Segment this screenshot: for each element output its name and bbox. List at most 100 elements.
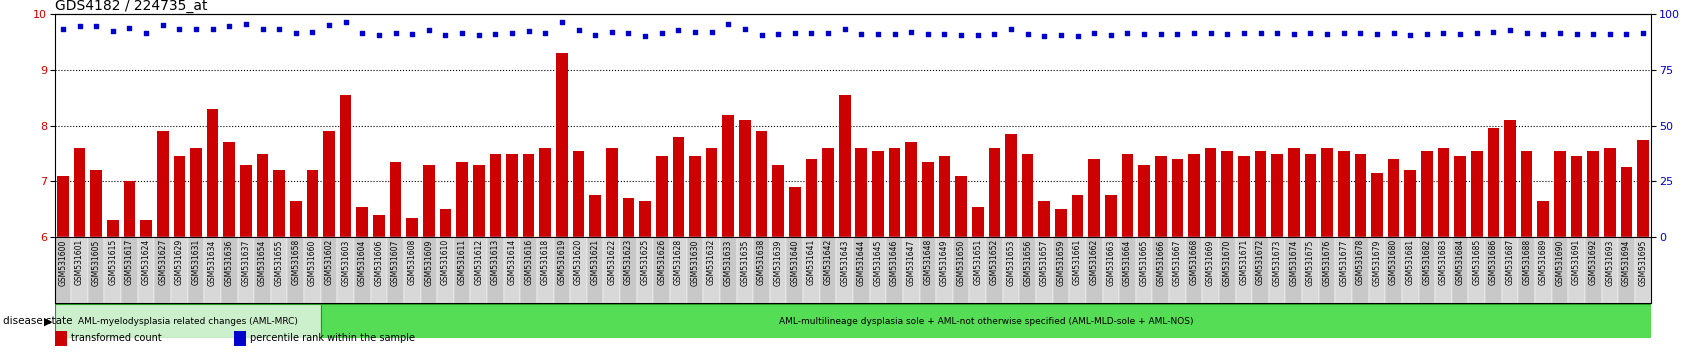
Bar — [1069, 237, 1084, 303]
Bar — [1402, 237, 1417, 303]
Bar — [321, 304, 1650, 338]
Point — [764, 32, 791, 37]
Bar — [472, 165, 484, 237]
Bar — [1154, 156, 1166, 237]
Text: GSM531660: GSM531660 — [307, 239, 317, 286]
Bar — [389, 162, 401, 237]
Bar — [321, 237, 338, 303]
Bar — [205, 237, 220, 303]
Bar — [1270, 154, 1282, 237]
Bar — [639, 201, 651, 237]
Point — [1197, 30, 1224, 36]
Bar — [1136, 237, 1151, 303]
Point — [498, 30, 525, 36]
Bar — [1384, 237, 1402, 303]
Bar — [140, 221, 152, 237]
Point — [747, 33, 774, 38]
Bar — [1637, 139, 1649, 237]
Bar — [1269, 237, 1284, 303]
Bar — [1021, 154, 1033, 237]
Text: GSM531690: GSM531690 — [1555, 239, 1563, 286]
Point — [864, 32, 892, 37]
Bar — [885, 237, 902, 303]
Point — [481, 32, 508, 37]
Point — [830, 26, 858, 32]
Bar — [1084, 237, 1101, 303]
Point — [148, 22, 176, 28]
Bar — [520, 237, 537, 303]
Text: GSM531602: GSM531602 — [324, 239, 334, 285]
Text: GSM531623: GSM531623 — [624, 239, 633, 285]
Text: GSM531640: GSM531640 — [789, 239, 800, 286]
Bar — [573, 151, 585, 237]
Point — [665, 27, 692, 33]
Text: ▶: ▶ — [44, 316, 53, 326]
Bar — [1204, 148, 1216, 237]
Point — [781, 30, 808, 36]
Point — [1345, 30, 1373, 36]
Bar — [805, 159, 817, 237]
Text: GSM531687: GSM531687 — [1504, 239, 1514, 285]
Bar — [1304, 154, 1316, 237]
Point — [697, 29, 725, 35]
Bar — [436, 237, 454, 303]
Bar — [72, 237, 89, 303]
Bar — [174, 156, 186, 237]
Text: GSM531651: GSM531651 — [972, 239, 982, 285]
Text: percentile rank within the sample: percentile rank within the sample — [251, 333, 416, 343]
Bar — [822, 148, 834, 237]
Bar — [356, 206, 368, 237]
Text: GSM531613: GSM531613 — [491, 239, 500, 285]
Bar — [1301, 237, 1318, 303]
Bar — [1470, 151, 1482, 237]
Text: GSM531677: GSM531677 — [1338, 239, 1347, 286]
Bar — [290, 201, 302, 237]
Point — [914, 32, 941, 37]
Text: GSM531641: GSM531641 — [806, 239, 815, 285]
Bar — [1185, 237, 1202, 303]
Bar — [1038, 201, 1050, 237]
Bar — [489, 154, 501, 237]
Bar — [1238, 156, 1250, 237]
Bar — [123, 181, 135, 237]
Text: GSM531614: GSM531614 — [506, 239, 517, 285]
Point — [1163, 32, 1190, 37]
Point — [1296, 30, 1323, 36]
Point — [266, 26, 293, 32]
Bar — [1004, 134, 1016, 237]
Point — [880, 32, 907, 37]
Point — [1146, 32, 1173, 37]
Point — [49, 26, 77, 32]
Bar — [1519, 151, 1531, 237]
Bar — [1504, 120, 1516, 237]
Bar — [1284, 237, 1301, 303]
Bar — [655, 156, 667, 237]
Point — [1096, 33, 1124, 38]
Bar — [1367, 237, 1384, 303]
Bar — [1217, 237, 1234, 303]
Bar — [220, 237, 237, 303]
Text: GSM531649: GSM531649 — [939, 239, 948, 286]
Text: GSM531657: GSM531657 — [1038, 239, 1049, 286]
Point — [980, 32, 1008, 37]
Text: GSM531619: GSM531619 — [558, 239, 566, 285]
Text: GSM531603: GSM531603 — [341, 239, 350, 286]
Bar — [55, 331, 66, 346]
Point — [232, 21, 259, 27]
Bar — [737, 237, 752, 303]
Bar — [506, 154, 518, 237]
Point — [332, 19, 360, 25]
Bar — [423, 165, 435, 237]
Bar — [1468, 237, 1483, 303]
Point — [1396, 33, 1424, 38]
Bar — [1417, 237, 1434, 303]
Bar — [936, 237, 951, 303]
Text: GSM531650: GSM531650 — [957, 239, 965, 286]
Point — [1545, 30, 1572, 36]
Point — [298, 29, 326, 35]
Bar — [237, 237, 254, 303]
Text: GSM531667: GSM531667 — [1171, 239, 1182, 286]
Bar — [987, 148, 999, 237]
Point — [1596, 32, 1623, 37]
Text: GSM531675: GSM531675 — [1304, 239, 1315, 286]
